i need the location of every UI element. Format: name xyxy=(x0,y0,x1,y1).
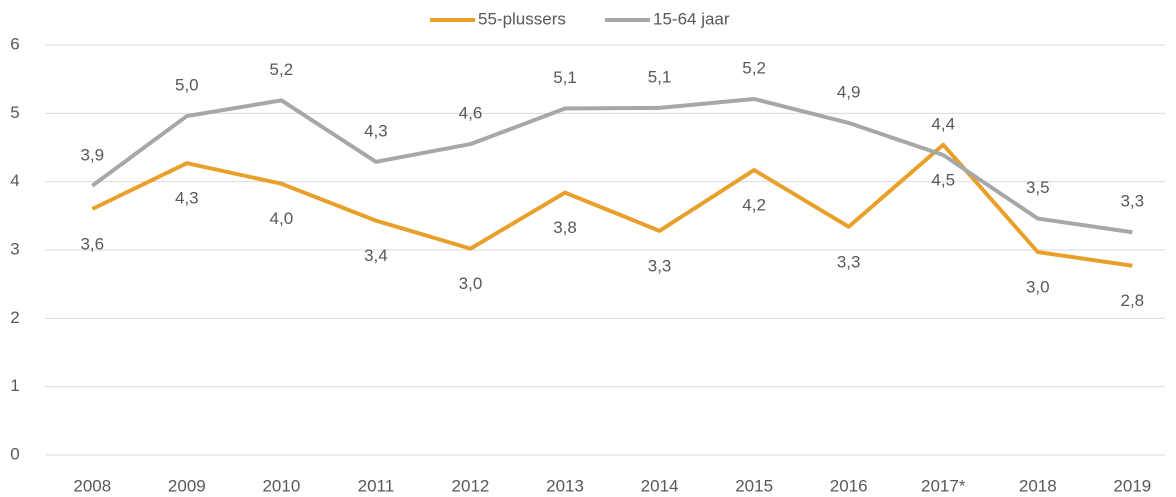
x-tick-label: 2016 xyxy=(830,476,868,495)
x-tick-label: 2014 xyxy=(641,476,679,495)
data-label: 5,2 xyxy=(742,58,766,77)
series-line xyxy=(91,142,1133,268)
y-tick-label: 1 xyxy=(10,376,19,395)
x-tick-label: 2009 xyxy=(168,476,206,495)
data-label: 4,3 xyxy=(175,189,199,208)
data-label: 3,4 xyxy=(364,246,388,265)
y-tick-label: 3 xyxy=(10,239,19,258)
x-tick-label: 2017* xyxy=(921,476,966,495)
x-tick-label: 2010 xyxy=(262,476,300,495)
data-label: 4,0 xyxy=(270,209,294,228)
data-label: 3,3 xyxy=(648,256,672,275)
y-tick-label: 2 xyxy=(10,308,19,327)
x-tick-label: 2019 xyxy=(1113,476,1151,495)
data-label: 5,2 xyxy=(270,60,294,79)
data-label: 3,9 xyxy=(80,145,104,164)
y-tick-label: 6 xyxy=(10,34,19,53)
data-label: 5,1 xyxy=(553,68,577,87)
legend-label: 15-64 jaar xyxy=(653,9,730,28)
series-line xyxy=(91,96,1133,235)
data-label: 3,3 xyxy=(837,252,861,271)
y-tick-label: 0 xyxy=(10,444,19,463)
data-label: 4,3 xyxy=(364,121,388,140)
x-tick-label: 2012 xyxy=(452,476,490,495)
data-label: 4,4 xyxy=(931,115,955,134)
data-label: 5,0 xyxy=(175,76,199,95)
data-label: 2,8 xyxy=(1121,291,1145,310)
data-label: 3,6 xyxy=(80,234,104,253)
x-tick-label: 2008 xyxy=(73,476,111,495)
x-tick-label: 2011 xyxy=(358,476,395,495)
y-tick-label: 5 xyxy=(10,103,19,122)
data-label: 4,9 xyxy=(837,82,861,101)
y-tick-label: 4 xyxy=(10,171,19,190)
x-tick-label: 2013 xyxy=(546,476,584,495)
legend-label: 55-plussers xyxy=(478,9,566,28)
data-label: 4,2 xyxy=(742,196,766,215)
data-label: 3,5 xyxy=(1026,178,1050,197)
data-label: 3,3 xyxy=(1121,192,1145,211)
x-tick-label: 2018 xyxy=(1019,476,1057,495)
data-label: 3,8 xyxy=(553,218,577,237)
data-label: 5,1 xyxy=(648,67,672,86)
data-label: 3,0 xyxy=(459,274,483,293)
data-label: 4,6 xyxy=(459,104,483,123)
data-label: 3,0 xyxy=(1026,278,1050,297)
x-tick-label: 2015 xyxy=(735,476,773,495)
data-label: 4,5 xyxy=(931,170,955,189)
